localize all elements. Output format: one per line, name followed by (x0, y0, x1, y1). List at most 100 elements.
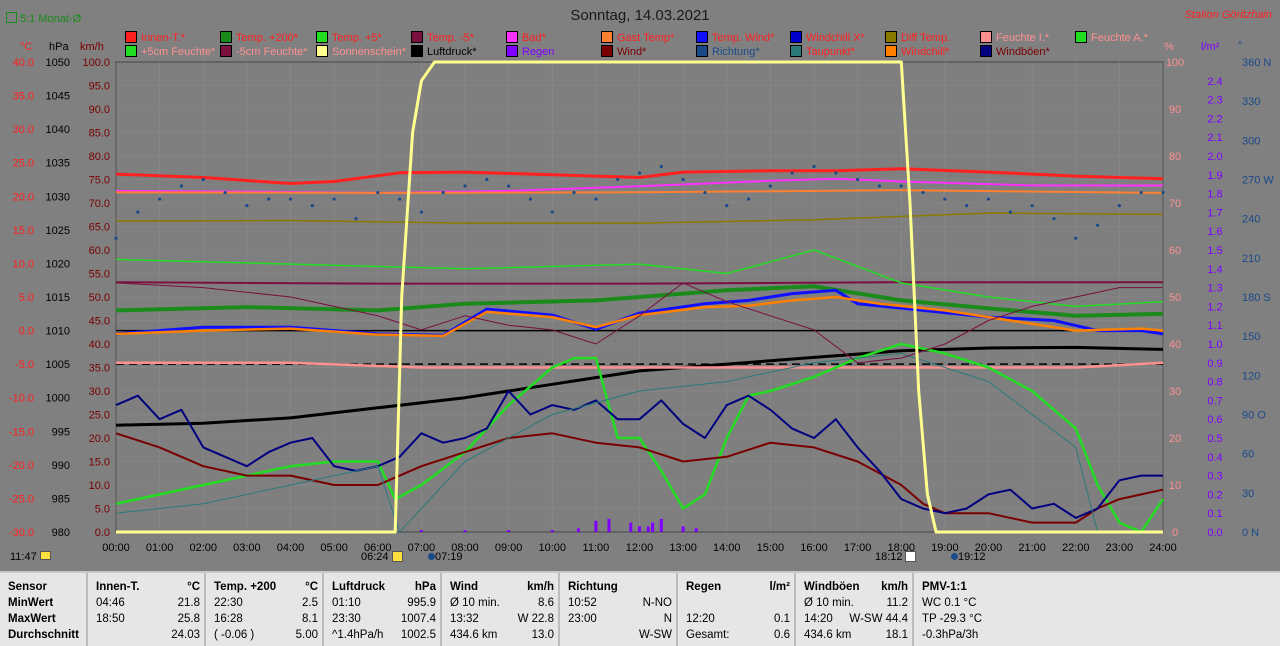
station-name: Station Göritzhain (1184, 9, 1272, 21)
series-wind- (115, 432, 1164, 524)
series-taupunkt- (115, 352, 1120, 533)
stats-avg-value: 24.03 (171, 629, 200, 641)
stats-avg-label: 434.6 km (450, 629, 498, 641)
series-richtung--point (1074, 236, 1078, 240)
y-tick-label-deg: 180 S (1242, 292, 1271, 304)
unit-deg: ° (1238, 40, 1243, 52)
series-regen-bar (646, 526, 650, 532)
y-tick-label-kmh: 90.0 (89, 104, 110, 116)
series-richtung--point (332, 197, 336, 201)
series-richtung--point (1117, 204, 1121, 208)
legend-swatch (601, 45, 613, 57)
series-richtung--point (943, 197, 947, 201)
y-tick-label-celsius: 30.0 (13, 124, 34, 136)
legend-label: Sonnenschein* (332, 46, 407, 58)
y-tick-label-deg: 240 (1242, 214, 1260, 226)
series-feuchte-i- (116, 361, 1164, 369)
x-tick-label: 13:00 (669, 542, 697, 554)
stats-min-value: 11.2 (886, 597, 908, 609)
y-tick-label-lm2: 1.8 (1207, 189, 1222, 201)
stats-avg-value: 18.1 (885, 629, 908, 641)
legend-swatch (220, 45, 232, 57)
series-gast-temp-obere-linie- (115, 189, 1164, 194)
sunset-time: 18:12 (875, 551, 903, 563)
series-richtung--point (637, 171, 642, 175)
legend-label: Windchill* (901, 46, 950, 58)
series-richtung--point (1008, 210, 1012, 214)
series-richtung--point (310, 204, 314, 208)
y-tick-label-hpa: 1020 (46, 258, 70, 270)
stats-column: Regen l/m² 12:20 0.1 Gesamt: 0.6 (676, 573, 796, 646)
y-tick-label-percent: 30 (1169, 386, 1181, 398)
stats-column-unit: °C (305, 581, 318, 593)
stats-column-title: Innen-T. (96, 581, 140, 593)
y-tick-label-kmh: 55.0 (89, 269, 110, 281)
y-tick-label-lm2: 0.4 (1207, 452, 1222, 464)
moon-icon (39, 551, 51, 560)
y-tick-label-lm2: 1.3 (1207, 283, 1222, 295)
stats-column-title: Regen (686, 581, 722, 593)
x-tick-label: 03:00 (233, 542, 261, 554)
x-tick-label: 07:00 (408, 542, 436, 554)
series-richtung--point (223, 190, 227, 195)
stats-max-time: 16:28 (214, 613, 243, 625)
stats-column: Luftdruck hPa 01:10 995.9 23:30 1007.4 ^1.4hPa… (322, 573, 442, 646)
y-tick-label-hpa: 1035 (46, 158, 70, 170)
y-tick-label-hpa: 1010 (46, 326, 70, 338)
series-richtung--point (158, 197, 162, 201)
y-tick-label-hpa: 990 (52, 460, 70, 472)
y-tick-label-lm2: 0.6 (1207, 414, 1222, 426)
legend-item: Sonnenschein* (316, 45, 406, 59)
legend-label: Wind* (617, 46, 647, 58)
stats-max-time: 18:50 (96, 613, 125, 625)
series-regen-bar (638, 526, 641, 532)
y-tick-label-hpa: 1040 (46, 124, 70, 136)
axes-group: 00:00 01:00 02:00 03:00 04:00 05:00 06:00 07:00… (9, 57, 1274, 554)
stats-column-unit: hPa (414, 581, 436, 593)
stats-min-value: 2.5 (302, 597, 318, 609)
y-tick-label-percent: 20 (1169, 433, 1181, 445)
legend-item: -5cm Feuchte* (220, 45, 308, 59)
y-tick-label-celsius: -30.0 (9, 527, 34, 539)
stats-avg-label: ^1.4hPa/h (332, 629, 384, 641)
y-tick-label-lm2: 0.7 (1207, 395, 1222, 407)
stats-min-time: 04:46 (96, 597, 125, 609)
x-tick-label: 04:00 (277, 542, 305, 554)
legend-label: Bad* (522, 32, 546, 44)
legend-label: Richtung* (712, 46, 760, 58)
legend-swatch (790, 31, 802, 43)
x-tick-label: 10:00 (538, 542, 566, 554)
series-regen-bar (659, 518, 663, 532)
y-tick-label-hpa: 1030 (46, 191, 70, 203)
legend-item: Gast Temp* (601, 31, 674, 45)
series-richtung--point (877, 184, 882, 188)
stats-column-unit: km/h (527, 581, 554, 593)
series-richtung--point (1161, 190, 1165, 195)
y-tick-label-kmh: 15.0 (89, 457, 110, 469)
stats-column: PMV-1:1 WC 0.1 °C TP -29.3 °C -0.3hPa/3h (912, 573, 1032, 646)
stats-min-value: 8.6 (538, 597, 554, 609)
legend-label: Temp. +5* (332, 32, 382, 44)
series-richtung--point (288, 197, 293, 201)
series-richtung--point (768, 184, 772, 188)
y-tick-label-kmh: 75.0 (89, 175, 110, 187)
series-regen-bar (550, 530, 554, 532)
y-tick-label-deg: 90 O (1242, 410, 1266, 422)
stats-max-time: TP -29.3 °C (922, 613, 982, 625)
y-tick-label-lm2: 1.0 (1207, 339, 1222, 351)
series-richtung--point (354, 217, 358, 221)
y-tick-label-kmh: 25.0 (89, 410, 110, 422)
y-tick-label-kmh: 45.0 (89, 316, 110, 328)
legend-label: Taupunkt* (806, 46, 855, 58)
unit-lm2: l/m² (1201, 41, 1220, 53)
legend-label: Innen-T.* (141, 32, 186, 44)
series-richtung--point (1095, 223, 1100, 227)
stats-column-title: Wind (450, 581, 478, 593)
series-richtung--point (463, 184, 467, 188)
stats-avg-value: W-SW (638, 629, 672, 641)
series-diff-temp- (115, 212, 1164, 224)
legend-item: Taupunkt* (790, 45, 855, 59)
series-richtung--point (681, 177, 685, 182)
stats-min-time: 01:10 (332, 597, 361, 609)
x-tick-label: 16:00 (800, 542, 828, 554)
